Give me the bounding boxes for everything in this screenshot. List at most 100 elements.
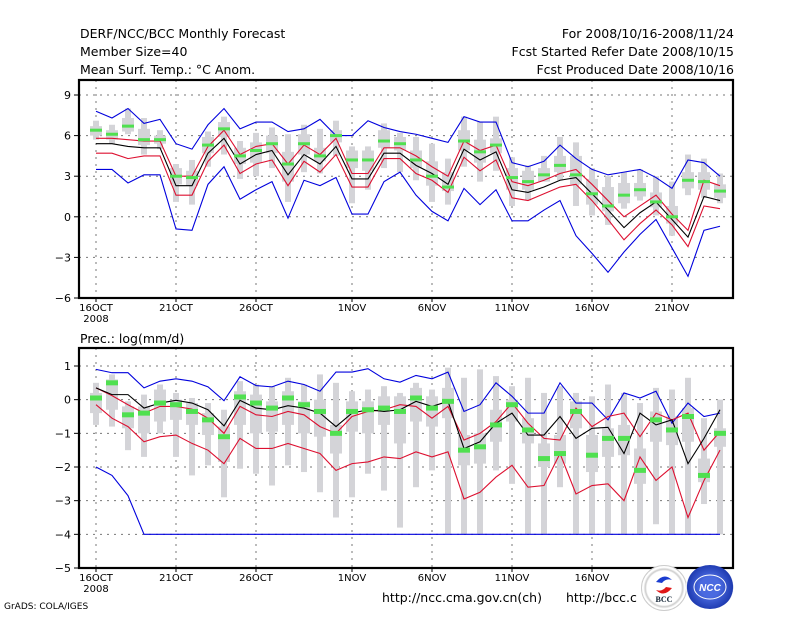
member-mark — [170, 402, 182, 408]
member-mark — [122, 124, 134, 128]
box-interquartile — [186, 403, 198, 425]
member-mark — [618, 193, 630, 197]
member-mark — [250, 400, 262, 406]
plot-frame — [77, 78, 735, 300]
header-right: For 2008/10/16-2008/11/24 Fcst Started R… — [512, 25, 735, 79]
box-interquartile — [234, 391, 246, 425]
box-whisker — [189, 397, 195, 476]
box-interquartile — [378, 396, 390, 425]
member-mark — [474, 150, 486, 154]
x-tick-label: 1NOV — [338, 303, 367, 314]
member-mark — [282, 395, 294, 401]
bcc-logo: BCC — [641, 565, 687, 611]
member-size: Member Size=40 — [80, 44, 188, 59]
box-whisker — [605, 384, 611, 535]
box-interquartile — [650, 411, 662, 442]
series-median-line — [95, 387, 721, 465]
y-tick-label: −5 — [55, 562, 71, 575]
member-mark — [618, 435, 630, 441]
box-interquartile — [698, 458, 710, 483]
x-tick-year-label: 2008 — [83, 584, 108, 595]
box-whisker — [349, 146, 355, 204]
box-whisker — [573, 392, 579, 535]
member-mark — [666, 215, 678, 219]
box-whisker — [173, 392, 179, 457]
member-mark — [266, 405, 278, 411]
box-interquartile — [634, 448, 646, 484]
forecast-title: DERF/NCC/BCC Monthly Forecast — [80, 26, 286, 41]
x-tick-label: 26OCT — [239, 303, 274, 314]
box-whisker — [669, 389, 675, 535]
x-tick-year-label: 2008 — [83, 314, 108, 325]
ncc-logo-text: NCC — [699, 583, 721, 594]
box-interquartile — [314, 399, 326, 437]
member-mark — [106, 380, 118, 386]
member-mark — [202, 417, 214, 423]
bcc-logo-text: BCC — [656, 595, 673, 604]
member-mark — [634, 188, 646, 192]
member-mark — [570, 173, 582, 177]
member-mark — [650, 417, 662, 423]
member-mark — [154, 138, 166, 142]
member-mark — [362, 158, 374, 162]
member-mark — [90, 128, 102, 132]
box-interquartile — [250, 394, 262, 434]
member-mark — [330, 430, 342, 436]
member-mark — [330, 134, 342, 138]
series-max-line — [95, 368, 721, 425]
box-interquartile — [426, 396, 438, 427]
box-whisker — [509, 386, 515, 484]
member-mark — [522, 180, 534, 184]
ncc-globe-icon: NCC — [693, 574, 727, 600]
member-mark — [506, 176, 518, 180]
box-whisker — [397, 392, 403, 528]
ncc-url[interactable]: http://ncc.cma.gov.cn(ch) — [382, 590, 542, 605]
member-mark — [250, 148, 262, 152]
member-mark — [266, 142, 278, 146]
member-mark — [442, 185, 454, 189]
x-tick-label: 6NOV — [418, 303, 447, 314]
member-mark — [298, 142, 310, 146]
member-mark — [202, 143, 214, 147]
x-tick-label: 21OCT — [159, 573, 194, 584]
member-mark — [154, 400, 166, 406]
member-mark — [554, 451, 566, 457]
box-whisker — [717, 399, 723, 535]
y-tick-label: −3 — [55, 495, 71, 508]
x-tick-label: 16OCT — [79, 573, 114, 584]
box-whisker — [349, 391, 355, 498]
box-interquartile — [362, 401, 374, 434]
series-lower-line — [96, 144, 721, 248]
x-tick-label: 1NOV — [338, 573, 367, 584]
forecast-period: For 2008/10/16-2008/11/24 — [561, 26, 734, 41]
box-whisker — [445, 367, 451, 535]
member-mark — [538, 456, 550, 462]
box-interquartile — [570, 401, 582, 429]
ncc-logo: NCC — [686, 565, 734, 609]
member-mark — [234, 154, 246, 158]
box-interquartile — [602, 187, 614, 212]
member-mark — [458, 447, 470, 453]
member-mark — [666, 427, 678, 433]
member-mark — [698, 180, 710, 184]
box-whisker — [269, 386, 275, 486]
member-mark — [362, 407, 374, 413]
member-mark — [506, 402, 518, 408]
y-tick-label: 1 — [64, 360, 71, 373]
variable-title-temp: Mean Surf. Temp.: °C Anom. — [80, 62, 256, 77]
box-whisker — [381, 386, 387, 491]
member-mark — [714, 430, 726, 436]
member-mark — [538, 173, 550, 177]
member-mark — [698, 472, 710, 478]
member-mark — [170, 174, 182, 178]
bcc-swirl-icon: BCC — [656, 576, 673, 604]
box-whisker — [621, 392, 627, 535]
member-mark — [378, 405, 390, 411]
member-mark — [714, 189, 726, 193]
box-interquartile — [554, 435, 566, 464]
y-tick-label: 0 — [64, 211, 71, 224]
box-whisker — [413, 382, 419, 488]
bcc-url[interactable]: http://bcc.c — [566, 590, 637, 605]
member-mark — [570, 408, 582, 414]
member-mark — [650, 200, 662, 204]
